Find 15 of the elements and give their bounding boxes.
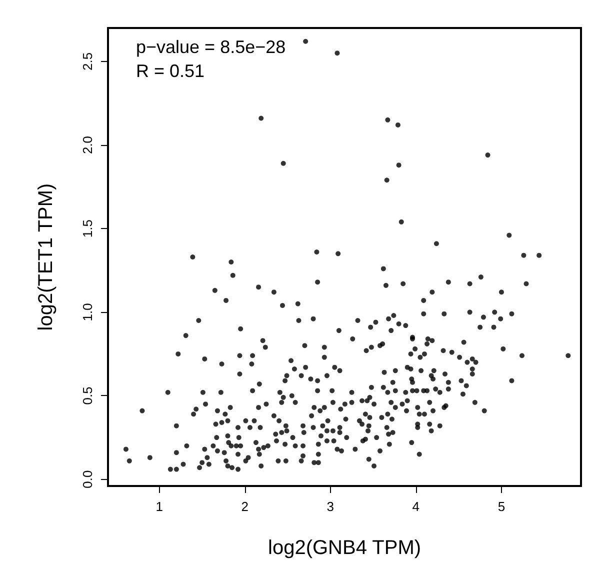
y-tick-label: 1.0 bbox=[80, 303, 95, 322]
y-tick-label: 0.0 bbox=[80, 470, 95, 488]
x-tick-label: 3 bbox=[326, 499, 334, 514]
y-tick-label: 2.5 bbox=[80, 52, 95, 70]
x-axis-title: log2(GNB4 TPM) bbox=[268, 537, 422, 559]
y-tick-label: 1.5 bbox=[80, 220, 95, 238]
x-tick-label: 4 bbox=[412, 499, 420, 514]
y-axis-title: log2(TET1 TPM) bbox=[35, 183, 57, 331]
y-tick-label: 0.5 bbox=[80, 386, 95, 405]
x-tick-label: 5 bbox=[498, 499, 506, 514]
x-tick-label: 1 bbox=[156, 499, 163, 514]
annotation: R = 0.51 bbox=[136, 61, 205, 81]
y-tick-label: 2.0 bbox=[80, 136, 95, 154]
x-tick-label: 2 bbox=[241, 499, 248, 514]
annotation: p−value = 8.5e−28 bbox=[136, 37, 286, 57]
